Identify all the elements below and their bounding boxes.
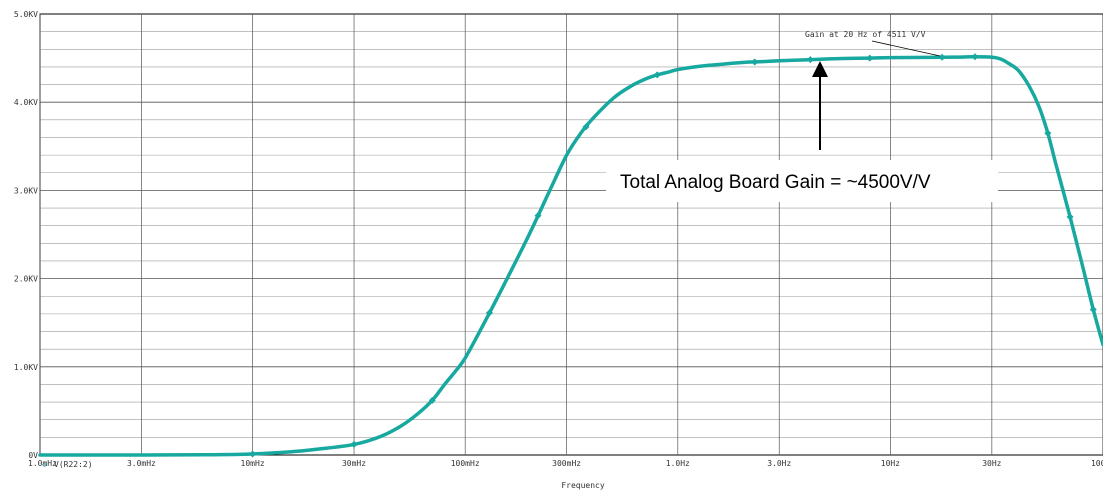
series-marker: [428, 396, 436, 404]
x-tick-label: 10Hz: [881, 459, 900, 468]
x-tick-label: 3.0Hz: [767, 459, 791, 468]
series-marker: [938, 53, 946, 61]
y-tick-label: 3.0KV: [14, 186, 38, 195]
annotation-arrow-head: [812, 61, 828, 77]
annotation-gain-20hz: Gain at 20 Hz of 4511 V/V: [805, 30, 926, 39]
plot-area: [39, 13, 1103, 456]
y-tick-label: 1.0KV: [14, 363, 38, 372]
series-marker: [534, 212, 542, 220]
y-tick-label: 2.0KV: [14, 275, 38, 284]
y-axis-ticks: 0V 1.0KV 2.0KV 3.0KV 4.0KV 5.0KV: [14, 10, 38, 460]
x-tick-label: 30Hz: [982, 459, 1001, 468]
x-tick-label: 100Hz: [1091, 459, 1103, 468]
series-marker: [866, 54, 874, 62]
series-line-v-r22-2: [38, 55, 1103, 457]
series-marker: [1044, 129, 1052, 137]
series-marker: [751, 58, 759, 66]
x-tick-label: 300mHz: [552, 459, 581, 468]
x-axis-ticks: 1.0mHz 3.0mHz 10mHz 30mHz 100mHz 300mHz 1.0Hz 3…: [28, 459, 1103, 468]
series-marker: [582, 123, 590, 131]
series-marker: [1066, 213, 1074, 221]
x-tick-label: 100mHz: [451, 459, 480, 468]
grid-lines: [39, 14, 1103, 455]
series-markers: [249, 53, 1097, 458]
x-axis-label: Frequency: [561, 481, 605, 490]
y-tick-label: 4.0KV: [14, 98, 38, 107]
x-tick-label: 1.0mHz: [28, 459, 57, 468]
x-tick-label: 30mHz: [342, 459, 366, 468]
series-marker: [350, 440, 358, 448]
series-marker: [971, 53, 979, 61]
series-marker: [806, 56, 814, 64]
series-marker: [653, 71, 661, 79]
annotation-leader-line: [871, 40, 941, 57]
y-tick-label: 0V: [28, 451, 38, 460]
y-tick-label: 5.0KV: [14, 10, 38, 19]
annotation-box: [606, 160, 998, 202]
x-tick-label: 3.0mHz: [127, 459, 156, 468]
x-tick-label: 10mHz: [241, 459, 265, 468]
legend-label: V(R22:2): [54, 460, 93, 469]
x-tick-label: 1.0Hz: [666, 459, 690, 468]
series-marker: [1089, 305, 1097, 313]
series-marker: [249, 450, 257, 458]
annotation-total-gain: Total Analog Board Gain = ~4500V/V: [620, 172, 931, 193]
series-marker: [485, 309, 493, 317]
legend-marker-icon: ◇: [42, 460, 47, 469]
